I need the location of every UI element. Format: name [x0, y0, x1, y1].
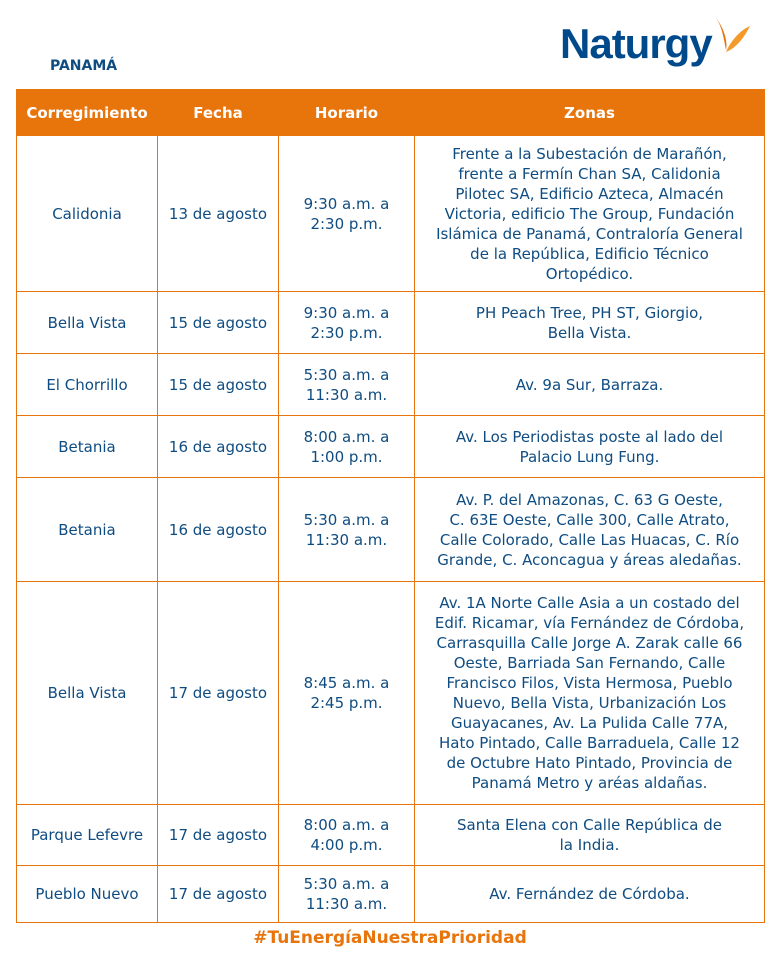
table-row: Parque Lefevre 17 de agosto 8:00 a.m. a 4:… [16, 804, 765, 866]
cell-horario: 8:00 a.m. a 4:00 p.m. [278, 804, 415, 866]
cell-fecha: 13 de agosto [157, 135, 279, 292]
cell-horario: 5:30 a.m. a 11:30 a.m. [278, 865, 415, 923]
table-row: Pueblo Nuevo 17 de agosto 5:30 a.m. a 11:3… [16, 865, 765, 923]
column-header-fecha: Fecha [157, 89, 279, 136]
cell-zonas: Av. Fernández de Córdoba. [414, 865, 765, 923]
cell-horario: 5:30 a.m. a 11:30 a.m. [278, 353, 415, 416]
cell-corregimiento: Pueblo Nuevo [16, 865, 158, 923]
cell-fecha: 17 de agosto [157, 581, 279, 805]
cell-horario: 8:00 a.m. a 1:00 p.m. [278, 415, 415, 478]
region-title: PANAMÁ [50, 58, 118, 74]
logo-text: Naturgy [560, 20, 713, 67]
table-row: Bella Vista 15 de agosto 9:30 a.m. a 2:30 … [16, 291, 765, 354]
cell-horario: 9:30 a.m. a 2:30 p.m. [278, 135, 415, 292]
cell-corregimiento: Calidonia [16, 135, 158, 292]
cell-corregimiento: Bella Vista [16, 291, 158, 354]
table-row: El Chorrillo 15 de agosto 5:30 a.m. a 11:3… [16, 353, 765, 416]
cell-zonas: Frente a la Subestación de Marañón, fren… [414, 135, 765, 292]
column-header-zonas: Zonas [414, 89, 765, 136]
cell-zonas: Av. 9a Sur, Barraza. [414, 353, 765, 416]
cell-corregimiento: El Chorrillo [16, 353, 158, 416]
cell-horario: 8:45 a.m. a 2:45 p.m. [278, 581, 415, 805]
cell-zonas: Av. Los Periodistas poste al lado del Pa… [414, 415, 765, 478]
column-header-horario: Horario [278, 89, 415, 136]
cell-zonas: PH Peach Tree, PH ST, Giorgio, Bella Vis… [414, 291, 765, 354]
table-row: Betania 16 de agosto 5:30 a.m. a 11:30 a.m… [16, 477, 765, 582]
naturgy-logo: Naturgy [560, 16, 752, 72]
cell-corregimiento: Parque Lefevre [16, 804, 158, 866]
table-row: Bella Vista 17 de agosto 8:45 a.m. a 2:45 … [16, 581, 765, 805]
column-header-corregimiento: Corregimiento [16, 89, 158, 136]
hashtag: #TuEnergíaNuestraPrioridad [253, 928, 527, 948]
table-row: Betania 16 de agosto 8:00 a.m. a 1:00 p.m.… [16, 415, 765, 478]
butterfly-icon [715, 18, 750, 52]
cell-fecha: 16 de agosto [157, 477, 279, 582]
cell-fecha: 17 de agosto [157, 865, 279, 923]
cell-zonas: Santa Elena con Calle República de la In… [414, 804, 765, 866]
cell-zonas: Av. 1A Norte Calle Asia a un costado del… [414, 581, 765, 805]
cell-fecha: 16 de agosto [157, 415, 279, 478]
cell-horario: 5:30 a.m. a 11:30 a.m. [278, 477, 415, 582]
table-header-row: Corregimiento Fecha Horario Zonas [16, 89, 765, 136]
cell-corregimiento: Bella Vista [16, 581, 158, 805]
outage-schedule-table: Corregimiento Fecha Horario Zonas Calido… [16, 89, 765, 923]
cell-horario: 9:30 a.m. a 2:30 p.m. [278, 291, 415, 354]
cell-fecha: 15 de agosto [157, 353, 279, 416]
cell-corregimiento: Betania [16, 477, 158, 582]
cell-fecha: 15 de agosto [157, 291, 279, 354]
cell-zonas: Av. P. del Amazonas, C. 63 G Oeste, C. 6… [414, 477, 765, 582]
cell-fecha: 17 de agosto [157, 804, 279, 866]
table-row: Calidonia 13 de agosto 9:30 a.m. a 2:30 p.… [16, 135, 765, 292]
cell-corregimiento: Betania [16, 415, 158, 478]
